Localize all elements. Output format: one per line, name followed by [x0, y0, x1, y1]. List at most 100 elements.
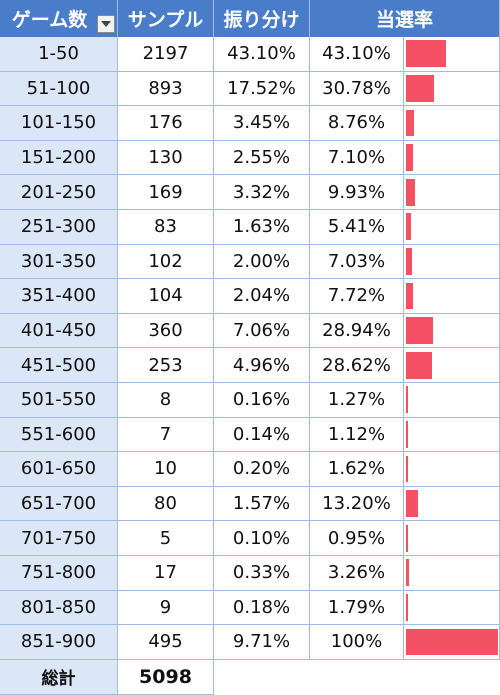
game-range-cell: 651-700 [0, 486, 118, 522]
game-range-cell: 51-100 [0, 71, 118, 107]
win-rate-bar-cell [404, 486, 500, 522]
game-range-cell: 201-250 [0, 175, 118, 210]
win-rate-bar-cell [404, 590, 500, 626]
distribution-cell: 0.18% [214, 590, 310, 626]
win-rate-cell: 5.41% [310, 210, 404, 245]
win-rate-bar [406, 40, 446, 68]
distribution-cell: 2.04% [214, 279, 310, 314]
filter-dropdown-button[interactable] [97, 15, 115, 33]
win-rate-cell: 1.12% [310, 417, 404, 453]
win-rate-cell: 1.62% [310, 452, 404, 487]
win-rate-cell: 0.95% [310, 521, 404, 556]
win-rate-cell: 1.27% [310, 383, 404, 418]
sample-count-cell: 893 [118, 71, 214, 107]
table-row: 1-50 2197 43.10% 43.10% [0, 37, 500, 72]
win-rate-bar [406, 247, 412, 275]
game-range-cell: 1-50 [0, 37, 118, 72]
game-range-cell: 101-150 [0, 106, 118, 141]
win-rate-cell: 100% [310, 625, 404, 660]
sample-count-cell: 102 [118, 244, 214, 280]
sample-count-cell: 176 [118, 106, 214, 141]
table-row: 701-750 5 0.10% 0.95% [0, 521, 500, 556]
table-row: 501-550 8 0.16% 1.27% [0, 383, 500, 418]
distribution-cell: 0.33% [214, 556, 310, 591]
win-rate-bar-cell [404, 244, 500, 280]
table-row: 551-600 7 0.14% 1.12% [0, 417, 500, 453]
sample-count-cell: 495 [118, 625, 214, 660]
header-distribution: 振り分け [214, 0, 310, 37]
sample-count-cell: 9 [118, 590, 214, 626]
win-rate-bar [406, 524, 408, 552]
game-range-cell: 401-450 [0, 313, 118, 349]
distribution-cell: 0.20% [214, 452, 310, 487]
distribution-cell: 0.10% [214, 521, 310, 556]
header-win-rate: 当選率 [310, 0, 500, 37]
table-row: 601-650 10 0.20% 1.62% [0, 452, 500, 487]
win-rate-cell: 7.03% [310, 244, 404, 280]
game-range-cell: 601-650 [0, 452, 118, 487]
distribution-cell: 1.63% [214, 210, 310, 245]
game-range-cell: 701-750 [0, 521, 118, 556]
distribution-cell: 17.52% [214, 71, 310, 107]
win-rate-bar [406, 213, 411, 241]
table-row: 101-150 176 3.45% 8.76% [0, 106, 500, 141]
win-rate-cell: 28.94% [310, 313, 404, 349]
win-rate-cell: 7.10% [310, 140, 404, 176]
game-range-cell: 351-400 [0, 279, 118, 314]
game-range-cell: 851-900 [0, 625, 118, 660]
win-rate-bar [406, 559, 409, 587]
sample-count-cell: 7 [118, 417, 214, 453]
win-rate-bar-cell [404, 210, 500, 245]
total-row: 総計 5098 [0, 659, 500, 695]
sample-count-cell: 10 [118, 452, 214, 487]
table-row: 51-100 893 17.52% 30.78% [0, 71, 500, 107]
distribution-cell: 9.71% [214, 625, 310, 660]
distribution-cell: 4.96% [214, 348, 310, 383]
win-rate-bar-cell [404, 279, 500, 314]
table-row: 201-250 169 3.32% 9.93% [0, 175, 500, 210]
game-range-cell: 301-350 [0, 244, 118, 280]
sample-count-cell: 169 [118, 175, 214, 210]
header-samples: サンプル [118, 0, 214, 37]
sample-count-cell: 2197 [118, 37, 214, 72]
sample-count-cell: 130 [118, 140, 214, 176]
chevron-down-icon [101, 21, 111, 27]
win-rate-bar-cell [404, 37, 500, 72]
win-rate-bar [406, 144, 413, 172]
win-rate-bar-cell [404, 383, 500, 418]
table-row: 401-450 360 7.06% 28.94% [0, 313, 500, 349]
win-rate-bar-cell [404, 71, 500, 107]
win-rate-bar [406, 178, 415, 206]
sample-count-cell: 5 [118, 521, 214, 556]
win-rate-bar-cell [404, 625, 500, 660]
total-value: 5098 [118, 659, 214, 695]
distribution-cell: 2.00% [214, 244, 310, 280]
total-label: 総計 [0, 659, 118, 695]
win-rate-bar-cell [404, 175, 500, 210]
distribution-cell: 0.14% [214, 417, 310, 453]
win-rate-cell: 30.78% [310, 71, 404, 107]
win-rate-bar-cell [404, 452, 500, 487]
game-range-cell: 501-550 [0, 383, 118, 418]
win-rate-bar [406, 386, 408, 414]
table-row: 851-900 495 9.71% 100% [0, 625, 500, 660]
distribution-cell: 43.10% [214, 37, 310, 72]
game-range-cell: 451-500 [0, 348, 118, 383]
win-rate-bar-cell [404, 348, 500, 383]
win-rate-cell: 9.93% [310, 175, 404, 210]
distribution-cell: 1.57% [214, 486, 310, 522]
game-range-cell: 801-850 [0, 590, 118, 626]
table-row: 251-300 83 1.63% 5.41% [0, 210, 500, 245]
header-game-count-label: ゲーム数 [11, 9, 88, 31]
table-row: 151-200 130 2.55% 7.10% [0, 140, 500, 176]
table-row: 651-700 80 1.57% 13.20% [0, 486, 500, 522]
win-rate-bar [406, 455, 408, 483]
sample-count-cell: 80 [118, 486, 214, 522]
table-row: 451-500 253 4.96% 28.62% [0, 348, 500, 383]
win-rate-bar-cell [404, 140, 500, 176]
table-row: 301-350 102 2.00% 7.03% [0, 244, 500, 280]
game-range-cell: 751-800 [0, 556, 118, 591]
win-rate-bar [406, 74, 434, 102]
win-rate-bar [406, 593, 408, 621]
